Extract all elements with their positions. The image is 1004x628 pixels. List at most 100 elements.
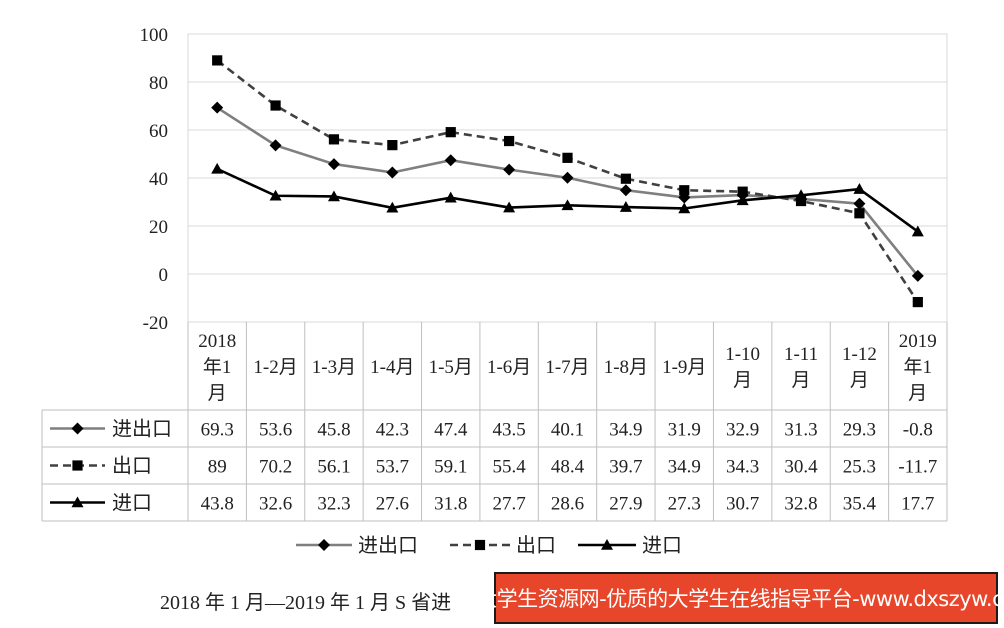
category-label: 2019 bbox=[899, 331, 937, 352]
category-label: 月 bbox=[850, 370, 869, 391]
table-series-name: 进口 bbox=[112, 492, 152, 515]
table-cell-value: 53.6 bbox=[259, 420, 292, 441]
triangle-marker bbox=[795, 189, 808, 201]
category-label: 月 bbox=[908, 383, 927, 404]
table-series-name: 进出口 bbox=[112, 418, 172, 441]
category-label: 1-8月 bbox=[604, 357, 648, 378]
table-cell-value: 43.5 bbox=[492, 420, 525, 441]
table-cell-value: 31.8 bbox=[434, 494, 467, 515]
diamond-marker bbox=[327, 158, 340, 171]
table-cell-value: 30.4 bbox=[784, 457, 818, 478]
triangle-marker bbox=[444, 191, 457, 203]
category-label: 1-7月 bbox=[545, 357, 589, 378]
table-cell-value: 35.4 bbox=[843, 494, 877, 515]
diamond-marker bbox=[318, 539, 330, 551]
triangle-marker bbox=[911, 225, 924, 237]
category-label: 1-11 bbox=[784, 344, 818, 365]
table-cell-value: 70.2 bbox=[259, 457, 292, 478]
category-label: 1-9月 bbox=[662, 357, 706, 378]
triangle-marker bbox=[327, 190, 340, 202]
y-tick-label: 20 bbox=[149, 217, 168, 238]
diamond-marker bbox=[71, 422, 84, 435]
table-cell-value: 28.6 bbox=[551, 494, 584, 515]
triangle-marker bbox=[386, 201, 399, 213]
figure-caption: 2018 年 1 月—2019 年 1 月 S 省进 bbox=[160, 592, 452, 614]
square-marker bbox=[504, 135, 515, 147]
category-label: 1-5月 bbox=[429, 357, 473, 378]
plot-area-border bbox=[187, 33, 948, 323]
table-cell-value: 34.3 bbox=[726, 457, 759, 478]
table-cell-value: 29.3 bbox=[843, 420, 876, 441]
triangle-marker bbox=[269, 189, 282, 201]
gridlines bbox=[187, 33, 948, 323]
diamond-marker bbox=[911, 269, 924, 282]
table-cell-value: 27.6 bbox=[376, 494, 409, 515]
table-cell-value: 43.8 bbox=[201, 494, 234, 515]
triangle-marker bbox=[678, 202, 691, 214]
diamond-marker bbox=[619, 184, 632, 197]
table-cell-value: 56.1 bbox=[317, 457, 350, 478]
table-cell-value: 39.7 bbox=[609, 457, 642, 478]
table-cell-value: 32.8 bbox=[784, 494, 817, 515]
y-tick-label: 80 bbox=[149, 73, 168, 94]
table-cell-value: -0.8 bbox=[903, 420, 933, 441]
table-cell-value: 42.3 bbox=[376, 420, 409, 441]
table-cell-value: 32.6 bbox=[259, 494, 292, 515]
square-marker bbox=[854, 208, 865, 219]
legend-label: 进出口 bbox=[358, 534, 418, 557]
table-cell-value: 40.1 bbox=[551, 420, 584, 441]
y-tick-label: -20 bbox=[143, 313, 168, 334]
legend: 进出口 出口 进口 bbox=[296, 534, 682, 557]
table-cell-value: 69.3 bbox=[201, 420, 234, 441]
y-tick-label: 60 bbox=[149, 121, 168, 142]
diamond-marker bbox=[444, 154, 457, 167]
diamond-marker bbox=[386, 166, 399, 179]
category-label: 1-10 bbox=[725, 344, 760, 365]
table-cell-value: -11.7 bbox=[898, 457, 937, 478]
diamond-marker bbox=[561, 171, 574, 184]
category-label: 1-3月 bbox=[312, 357, 356, 378]
category-label: 月 bbox=[792, 370, 811, 391]
square-marker bbox=[620, 173, 631, 184]
category-label: 1-6月 bbox=[487, 357, 531, 378]
diamond-marker bbox=[211, 101, 224, 114]
triangle-marker bbox=[736, 194, 749, 206]
y-tick-label: 100 bbox=[140, 25, 169, 46]
square-marker bbox=[445, 127, 456, 138]
square-marker bbox=[212, 55, 223, 66]
category-label: 月 bbox=[733, 370, 752, 391]
square-marker bbox=[562, 152, 573, 163]
y-tick-label: 40 bbox=[149, 169, 168, 190]
table-series-name: 出口 bbox=[112, 455, 152, 478]
table-cell-value: 89 bbox=[208, 457, 227, 478]
diamond-marker bbox=[853, 197, 866, 210]
category-label: 月 bbox=[208, 383, 227, 404]
series-line bbox=[216, 106, 919, 277]
table-cell-value: 27.9 bbox=[609, 494, 642, 515]
table-cell-value: 45.8 bbox=[317, 420, 350, 441]
series-lines bbox=[211, 55, 924, 308]
legend-label: 出口 bbox=[516, 534, 556, 557]
y-tick-label: 0 bbox=[159, 265, 169, 286]
category-label: 1-4月 bbox=[370, 357, 414, 378]
table-cell-value: 34.9 bbox=[668, 457, 701, 478]
table-cell-value: 31.3 bbox=[784, 420, 817, 441]
table-cell-value: 27.7 bbox=[492, 494, 525, 515]
watermark-banner[interactable]: 大学生资源网-优质的大学生在线指导平台-www.dxszyw.cn bbox=[476, 572, 1004, 624]
table-cell-value: 59.1 bbox=[434, 457, 467, 478]
table-cell-value: 47.4 bbox=[434, 420, 468, 441]
table-cell-value: 55.4 bbox=[492, 457, 526, 478]
triangle-marker bbox=[561, 199, 574, 211]
category-label: 年1 bbox=[203, 356, 232, 378]
triangle-marker bbox=[503, 201, 516, 213]
table-cell-value: 32.9 bbox=[726, 420, 759, 441]
triangle-marker bbox=[619, 201, 632, 212]
table-cell-value: 17.7 bbox=[901, 494, 934, 515]
category-label: 1-2月 bbox=[253, 357, 297, 378]
category-label: 2018 bbox=[198, 331, 236, 352]
table-cell-value: 30.7 bbox=[726, 494, 759, 515]
category-label: 1-12 bbox=[842, 344, 877, 365]
diamond-marker bbox=[269, 139, 282, 152]
triangle-marker bbox=[601, 539, 613, 550]
table-cell-value: 48.4 bbox=[551, 457, 585, 478]
